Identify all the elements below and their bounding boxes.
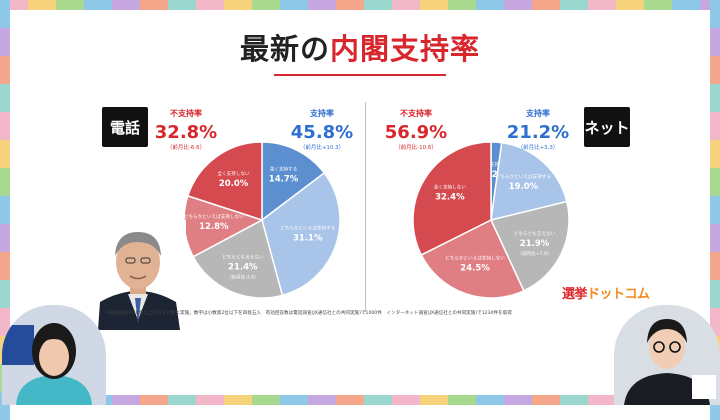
slice-value: 32.4% (435, 193, 465, 203)
pie-slice (261, 171, 341, 297)
slice-label: どちらかといえば支持する (280, 225, 335, 232)
slice-label: どちらとも言えない (222, 253, 264, 260)
host-left-camera (2, 305, 106, 405)
host-right-camera (614, 305, 720, 405)
pie-slice (489, 200, 570, 292)
pie-chart-net: 強く支持する 2.2%どちらかといえば支持する 19.0% どちらとも言えない 21.9… (385, 108, 570, 299)
support-change: （前月比+10.3） (300, 143, 344, 151)
slice-value: 2.2% (483, 170, 507, 180)
not-support-value: 56.9% (385, 122, 447, 143)
pie-slice (412, 141, 492, 256)
slice-label: どちらかといえば支持する (496, 173, 551, 180)
title-underline (274, 74, 446, 76)
slice-value: 19.0% (509, 182, 539, 192)
slice-value: 12.8% (199, 222, 229, 232)
support-value: 45.8% (291, 122, 353, 143)
slice-label: 全く支持しない (434, 184, 467, 191)
pie-slice (420, 218, 525, 299)
footnote: ※日本国内の18歳以上の方を対象に実施。数字は小数第2位以下を四捨五入 有効回答… (106, 311, 512, 316)
support-change: （前月比+3.3） (518, 143, 559, 151)
pie-slice (261, 141, 326, 222)
not-support-label: 不支持率 (170, 108, 202, 118)
pie-slice (186, 141, 263, 222)
slice-label: どちらかといえば支持しない (445, 255, 505, 262)
slice-value: 14.7% (269, 175, 299, 185)
not-support-change: （前月比-10.6） (395, 143, 437, 151)
infographic-panel: 最新の内閣支持率 電話 ネット 強く支持する 14.7% どちらかといえば支持する 3… (10, 10, 710, 395)
slice-value: 20.0% (219, 179, 249, 189)
not-support-change: （前月比-6.6） (167, 143, 205, 151)
slice-change: （前月比-3.6） (227, 273, 259, 280)
pie-slice (192, 218, 284, 299)
chart-divider (365, 102, 366, 312)
support-label: 支持率 (309, 108, 334, 118)
not-support-value: 32.8% (155, 122, 217, 143)
not-support-label: 不支持率 (400, 108, 432, 118)
pie-slice (490, 141, 568, 221)
slice-value: 21.4% (228, 262, 258, 272)
slice-label: 強く支持する (481, 161, 509, 168)
slice-value: 24.5% (460, 264, 490, 274)
method-badge-net: ネット (584, 107, 630, 147)
page-title: 最新の内閣支持率 (239, 32, 481, 66)
method-badge-phone: 電話 (102, 107, 148, 147)
slice-label: どちらかといえば支持しない (184, 213, 244, 220)
support-value: 21.2% (507, 122, 569, 143)
slice-label: どちらとも言えない (514, 230, 556, 237)
slice-label: 全く支持しない (217, 170, 250, 177)
pie-chart-phone: 強く支持する 14.7% どちらかといえば支持する 31.1% どちらとも言えない 21.… (155, 108, 353, 299)
slice-value: 31.1% (293, 234, 323, 244)
politician-photo (90, 220, 186, 330)
brand-logo: 選挙ドットコム (562, 287, 650, 302)
slice-label: 強く支持する (270, 166, 298, 173)
slice-change: （前月比+7.6） (517, 250, 551, 257)
support-label: 支持率 (525, 108, 550, 118)
slice-value: 21.9% (520, 239, 550, 249)
